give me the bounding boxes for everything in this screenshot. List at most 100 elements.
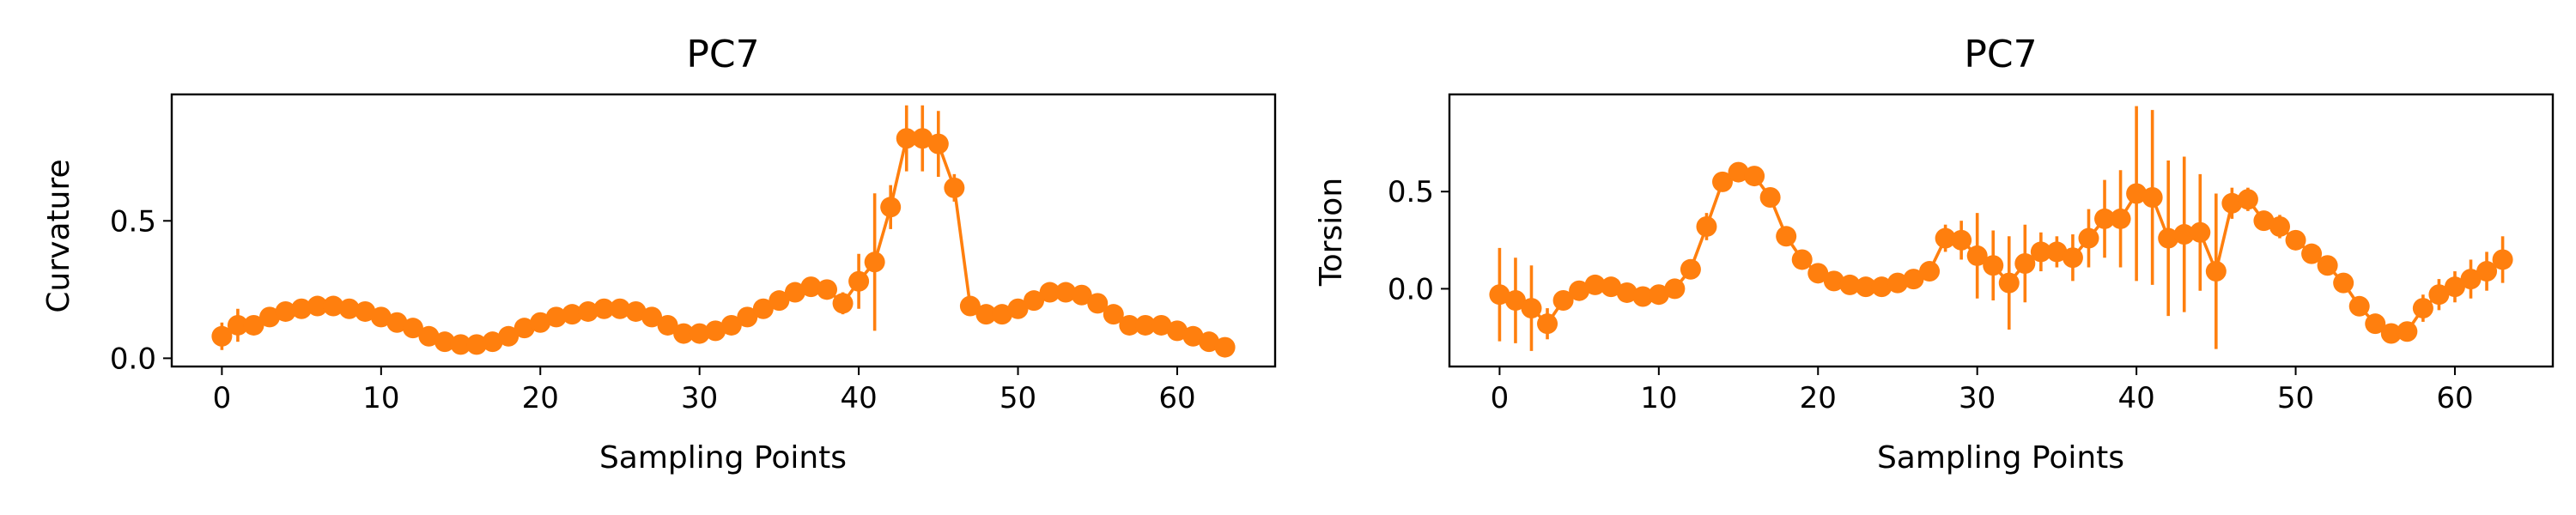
data-point [450,334,471,355]
data-point [2046,241,2068,263]
data-point [402,318,423,339]
x-tick-label: 40 [2117,381,2154,415]
data-point [1584,274,1606,295]
data-point [641,306,663,328]
data-point [1998,272,2020,294]
data-point [673,323,695,344]
data-point [1182,325,1204,347]
data-point [211,325,233,347]
x-tick-label: 30 [1959,381,1996,415]
data-point [2460,269,2482,290]
data-point [530,312,551,333]
data-point [2317,255,2338,276]
data-point [2142,187,2163,209]
data-point [2190,221,2211,243]
data-point [2348,295,2370,317]
data-point [720,314,742,336]
data-point [959,295,981,317]
data-point [817,279,838,300]
data-point [418,325,440,347]
data-point [2014,252,2036,274]
data-point [1151,314,1172,336]
y-tick-label: 0.0 [1388,272,1434,306]
data-point [2397,321,2418,342]
data-point [944,177,965,198]
data-point [1744,166,1765,187]
data-point [880,197,902,218]
data-point [832,293,854,314]
data-point [1552,290,1574,312]
data-point [784,282,805,303]
data-point [2492,249,2513,270]
data-point [2126,183,2148,204]
data-point [434,331,456,353]
data-point [1087,293,1109,314]
data-point [338,298,360,319]
data-point [1134,314,1156,336]
data-point [1951,229,1972,251]
data-point [227,314,248,336]
data-point [625,300,647,322]
data-point [1759,187,1781,209]
data-point [1039,282,1060,303]
data-point [1007,298,1029,319]
x-tick-label: 60 [1158,381,1195,415]
x-axis-label: Sampling Points [1877,440,2124,476]
chart-title: PC7 [686,33,759,76]
data-point [291,298,313,319]
data-point [2380,323,2402,344]
data-point [323,295,344,317]
data-point [1214,336,1236,358]
x-tick-label: 20 [1800,381,1837,415]
data-point [1871,276,1893,298]
data-point [2285,229,2306,251]
x-tick-label: 20 [522,381,559,415]
x-tick-label: 60 [2436,381,2473,415]
data-point [1616,282,1637,303]
data-point [1024,290,1045,312]
y-tick-label: 0.5 [1388,175,1434,209]
y-tick-label: 0.0 [110,342,156,376]
data-point [689,323,710,344]
data-point [2365,313,2386,335]
data-point [513,318,535,339]
data-point [657,314,678,336]
data-point [1855,276,1876,298]
plot-area-curvature: 0 10 20 30 40 50 60 0.0 0.5 [110,105,1236,415]
data-point [2269,215,2290,237]
data-point [355,300,376,322]
axes-frame [170,93,1277,368]
x-axis-label: Sampling Points [599,440,847,476]
data-point [1632,286,1654,307]
data-point [769,290,790,312]
data-point [752,298,774,319]
data-point [2221,192,2243,214]
x-tick-label: 50 [2277,381,2314,415]
data-point [2030,241,2051,263]
data-point [386,312,408,333]
x-tick-label: 0 [1491,381,1510,415]
plot-area-torsion: 0 10 20 30 40 50 60 0.0 0.5 [1388,106,2513,415]
data-point [593,298,615,319]
x-tick-label: 50 [999,381,1036,415]
data-point [1055,282,1077,303]
data-point [1199,331,1220,353]
data-point [307,295,328,317]
data-point [1983,255,2004,276]
data-point [1823,270,1844,292]
data-point [2444,276,2465,298]
data-point [2301,243,2323,264]
data-point [864,251,885,273]
data-point [275,300,296,322]
data-point [927,133,949,154]
data-point [2237,189,2258,210]
data-point [975,304,997,325]
data-point [2253,210,2275,232]
x-tick-label: 40 [840,381,877,415]
data-point [2158,227,2179,249]
y-tick-label: 0.5 [110,204,156,239]
data-point [705,320,726,342]
chart-title: PC7 [1964,33,2037,76]
data-point [1807,263,1829,284]
